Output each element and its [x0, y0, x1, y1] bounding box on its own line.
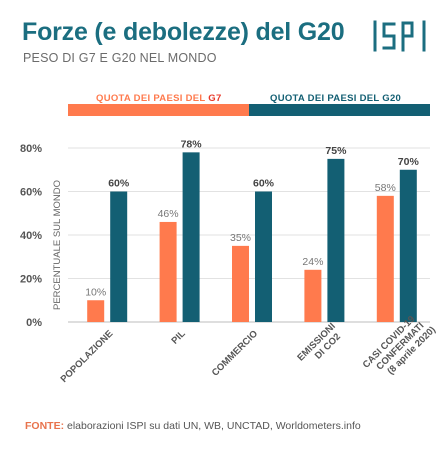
source-note: FONTE: elaborazioni ISPI su dati UN, WB,…	[25, 420, 361, 432]
legend-g20-bar	[249, 104, 430, 116]
data-label: 70%	[398, 156, 420, 168]
legend-g7-bar	[68, 104, 249, 116]
data-label: 60%	[253, 178, 275, 190]
x-tick-label: POPOLAZIONE	[59, 328, 116, 385]
bar-g7	[376, 195, 394, 322]
bar-g7	[87, 300, 105, 322]
x-tick-label: PIL	[169, 328, 187, 346]
chart-title: Forze (e debolezze) del G20	[22, 18, 345, 46]
ispi-logo	[373, 20, 426, 52]
y-tick-label: 40%	[20, 230, 42, 242]
y-tick-label: 0%	[26, 317, 42, 329]
y-tick-label: 80%	[20, 143, 42, 155]
y-axis-label: PERCENTUALE SUL MONDO	[52, 180, 63, 310]
data-label: 75%	[325, 145, 347, 157]
y-tick-label: 60%	[20, 187, 42, 199]
data-label: 35%	[230, 232, 251, 244]
data-label: 46%	[158, 208, 179, 220]
x-tick-label: COMMERCIO	[210, 328, 260, 378]
x-tick-label: EMISSIONIDI CO2	[295, 321, 345, 371]
data-label: 60%	[108, 178, 130, 190]
bar-g7	[304, 269, 322, 322]
bar-chart: 0% 20% 40% 60% 80% PERCENTUALE SUL MONDO 10% 60…	[20, 138, 438, 386]
bar-g7	[232, 245, 249, 322]
bar-g20	[327, 158, 345, 322]
bar-g20	[399, 169, 417, 322]
bar-g20	[255, 191, 272, 322]
data-label: 58%	[375, 182, 396, 194]
data-label: 10%	[85, 286, 106, 298]
y-tick-label: 20%	[20, 274, 42, 286]
chart-subtitle: PESO DI G7 E G20 NEL MONDO	[23, 51, 217, 65]
bar-g20	[110, 191, 128, 322]
data-label: 78%	[181, 138, 203, 150]
data-label: 24%	[302, 256, 323, 268]
legend: QUOTA DEI PAESI DEL G7 QUOTA DEI PAESI D…	[68, 93, 430, 104]
legend-g20-label: QUOTA DEI PAESI DEL G20	[270, 93, 402, 104]
bar-g20	[182, 152, 200, 322]
legend-g7-label: QUOTA DEI PAESI DEL G7	[96, 93, 222, 104]
bar-g7	[159, 221, 177, 322]
x-tick-label: CASI COVID-19CONFERMATI(8 aprile 2020)	[361, 309, 438, 386]
